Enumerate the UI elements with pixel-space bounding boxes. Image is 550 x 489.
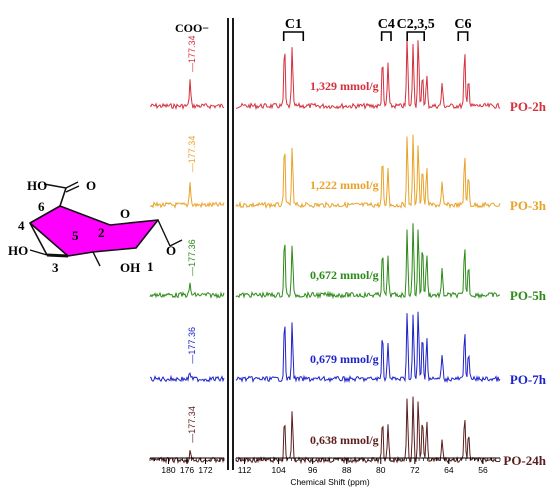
content-label: 0,638 mmol/g bbox=[310, 433, 379, 447]
content-label: 0,672 mmol/g bbox=[310, 268, 379, 282]
spectrum-trace bbox=[235, 134, 501, 210]
x-axis: 180 176 172 112 104 96 88 80 72 64 56 Chemical Shif… bbox=[149, 457, 501, 487]
assignment-bracket bbox=[282, 31, 305, 41]
x-axis-title: Chemical Shift (ppm) bbox=[290, 477, 370, 487]
assignment-c4: C4 bbox=[378, 17, 395, 41]
x-tick-label: 64 bbox=[444, 465, 454, 475]
coo-peak-label: —177.34 bbox=[187, 35, 197, 72]
series-label: PO-2h bbox=[510, 99, 547, 114]
bond-c6-o bbox=[65, 181, 79, 189]
spectrum-trace bbox=[149, 79, 225, 111]
x-tick-label: 180 bbox=[161, 465, 175, 475]
assignment-label: C4 bbox=[378, 17, 395, 32]
assignment-label: C6 bbox=[454, 17, 471, 32]
atom-c5: 5 bbox=[72, 228, 79, 243]
atom-c4: 4 bbox=[18, 218, 25, 233]
assignment-label: C2,3,5 bbox=[397, 17, 435, 32]
bond-c6-oh bbox=[43, 183, 67, 189]
assignment-label: COO− bbox=[175, 21, 209, 35]
bond-c3-oh bbox=[29, 249, 48, 256]
atom-ho-carboxyl: HO bbox=[27, 178, 47, 193]
spectrum-trace bbox=[235, 396, 501, 465]
atom-c3: 3 bbox=[52, 260, 59, 275]
atom-o-top: O bbox=[86, 178, 96, 193]
spectrum-trace bbox=[235, 223, 501, 300]
atom-oh-bottom: OH bbox=[120, 260, 140, 275]
spectrum-po-7h: PO-7h 0,679 mmol/g —177.36 bbox=[149, 311, 547, 387]
assignment-coo: COO− bbox=[175, 21, 209, 35]
series-label: PO-7h bbox=[510, 372, 547, 387]
x-tick-label: 56 bbox=[478, 465, 488, 475]
content-label: 1,329 mmol/g bbox=[310, 79, 379, 93]
content-label: 1,222 mmol/g bbox=[310, 178, 379, 192]
bond-c6-o-double bbox=[65, 185, 80, 193]
atom-o-ring: O bbox=[120, 206, 130, 221]
bond-c2-oh bbox=[92, 251, 101, 267]
coo-peak-label: —177.34 bbox=[187, 406, 197, 443]
assignment-bracket bbox=[406, 31, 426, 41]
assignment-label: C1 bbox=[285, 17, 302, 32]
x-tick-label: 80 bbox=[376, 465, 386, 475]
bond-c4-c3 bbox=[29, 222, 48, 256]
assignment-bracket bbox=[457, 31, 469, 41]
x-tick-label: 172 bbox=[198, 465, 212, 475]
coo-peak-label: —177.34 bbox=[187, 136, 197, 173]
series-label: PO-5h bbox=[510, 288, 547, 303]
pyranose-ring bbox=[29, 205, 159, 257]
x-tick-label: 72 bbox=[410, 465, 420, 475]
assignment-bracket bbox=[380, 31, 392, 41]
glucuronate-structure: O HO 6 O 5 2 4 HO 3 OH 1 O bbox=[8, 178, 183, 275]
spectrum-trace bbox=[149, 372, 225, 383]
spectrum-po-24h: PO-24h 0,638 mmol/g —177.34 bbox=[149, 396, 547, 468]
spectrum-trace bbox=[235, 311, 501, 384]
atom-c2: 2 bbox=[98, 225, 105, 240]
bond-c3-c2 bbox=[46, 253, 69, 258]
coo-peak-label: —177.36 bbox=[187, 239, 197, 276]
x-tick-label: 88 bbox=[342, 465, 352, 475]
x-tick-label: 112 bbox=[238, 465, 252, 475]
assignment-c6: C6 bbox=[454, 17, 472, 41]
series-label: PO-3h bbox=[510, 198, 547, 213]
x-tick-label: 104 bbox=[271, 465, 285, 475]
spectrum-trace bbox=[149, 282, 225, 299]
content-label: 0,679 mmol/g bbox=[310, 352, 379, 366]
x-tick-label: 176 bbox=[180, 465, 194, 475]
atom-c1: 1 bbox=[147, 259, 154, 274]
coo-peak-label: —177.36 bbox=[187, 327, 197, 364]
peak-assignments: COO− C1 C4 C2,3,5 C6 bbox=[175, 17, 472, 41]
atom-ho-left: HO bbox=[8, 243, 28, 258]
atom-c6: 6 bbox=[38, 199, 45, 214]
bond-o-glycosidic bbox=[169, 239, 183, 247]
atom-o-right: O bbox=[166, 243, 176, 258]
spectrum-trace bbox=[235, 37, 501, 111]
assignment-c1: C1 bbox=[282, 17, 305, 41]
spectrum-po-3h: PO-3h 1,222 mmol/g —177.34 bbox=[149, 134, 547, 213]
bond-c5-c6 bbox=[59, 187, 67, 207]
assignment-c235: C2,3,5 bbox=[397, 17, 435, 41]
x-tick-label: 96 bbox=[308, 465, 318, 475]
bond-c1-o bbox=[157, 219, 171, 247]
series-label: PO-24h bbox=[503, 453, 546, 468]
spectra: PO-2h 1,329 mmol/g —177.34 PO-3h 1,222 mmol/… bbox=[149, 35, 547, 468]
spectrum-po-5h: PO-5h 0,672 mmol/g —177.36 bbox=[149, 223, 547, 303]
spectrum-trace bbox=[149, 182, 225, 209]
spectrum-po-2h: PO-2h 1,329 mmol/g —177.34 bbox=[149, 35, 547, 114]
